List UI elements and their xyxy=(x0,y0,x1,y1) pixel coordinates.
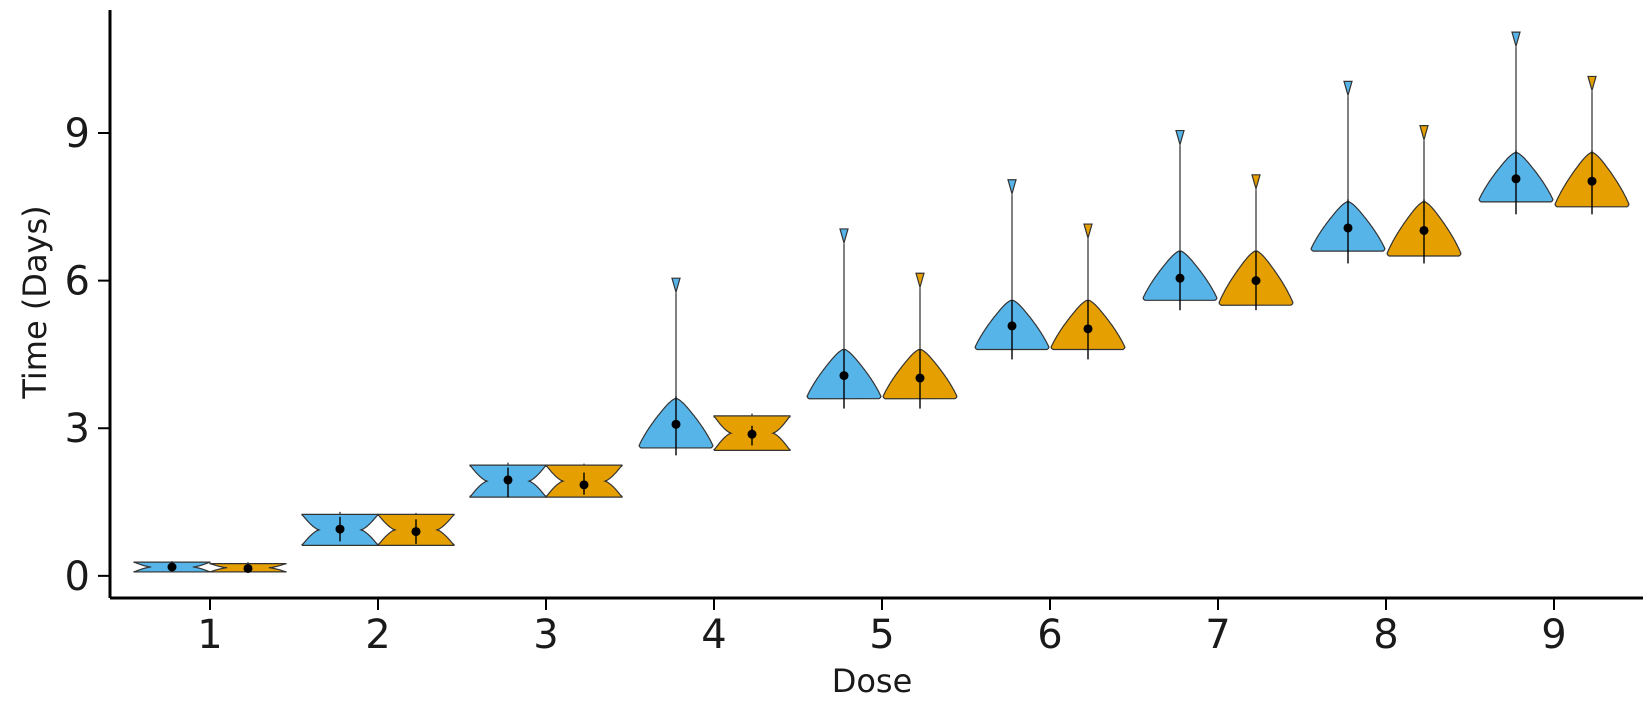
median-point xyxy=(411,527,421,537)
median-point xyxy=(671,419,681,429)
median-point xyxy=(1343,223,1353,233)
x-tick-label: 7 xyxy=(1205,612,1230,658)
x-axis-title: Dose xyxy=(832,662,913,700)
y-axis-title: Time (Days) xyxy=(16,205,54,399)
median-point xyxy=(503,475,513,485)
x-tick-label: 6 xyxy=(1037,612,1062,658)
median-point xyxy=(747,429,757,439)
median-point xyxy=(579,480,589,490)
violin-tail-tip xyxy=(1083,223,1093,241)
violin-tail-tip xyxy=(839,228,849,246)
violin-layer xyxy=(133,31,1630,573)
x-axis-ticks: 1 2 3 4 5 6 7 8 9 xyxy=(197,598,1567,658)
median-point xyxy=(1083,324,1093,334)
violin-tail-tip xyxy=(1587,75,1597,93)
violin-tail-tip xyxy=(1251,174,1261,192)
violin-tail-tip xyxy=(915,272,925,290)
y-tick-label: 3 xyxy=(65,406,90,452)
median-point xyxy=(335,524,345,534)
y-tick-label: 9 xyxy=(65,111,90,157)
y-tick-label: 6 xyxy=(65,259,90,305)
x-tick-label: 3 xyxy=(533,612,558,658)
median-point xyxy=(1587,176,1597,186)
violin-tail-tip xyxy=(1343,80,1353,98)
median-point xyxy=(1175,273,1185,283)
x-tick-label: 4 xyxy=(701,612,726,658)
median-point xyxy=(915,373,925,383)
violin-tail-tip xyxy=(1419,125,1429,142)
violin-tail-tip xyxy=(671,277,681,295)
median-point xyxy=(839,371,849,381)
x-tick-label: 2 xyxy=(365,612,390,658)
x-tick-label: 8 xyxy=(1373,612,1398,658)
median-point xyxy=(1511,174,1521,184)
median-point xyxy=(167,562,177,572)
median-point xyxy=(1007,321,1017,331)
violin-tail-tip xyxy=(1007,179,1017,196)
median-point xyxy=(1251,276,1261,286)
violin-tail-tip xyxy=(1175,129,1185,147)
median-point xyxy=(243,563,253,573)
y-axis-ticks: 0 3 6 9 xyxy=(65,111,110,600)
x-tick-label: 5 xyxy=(869,612,894,658)
x-tick-label: 9 xyxy=(1541,612,1566,658)
x-tick-label: 1 xyxy=(197,612,222,658)
violin-tail-tip xyxy=(1511,31,1521,49)
median-point xyxy=(1419,225,1429,235)
y-tick-label: 0 xyxy=(65,554,90,600)
